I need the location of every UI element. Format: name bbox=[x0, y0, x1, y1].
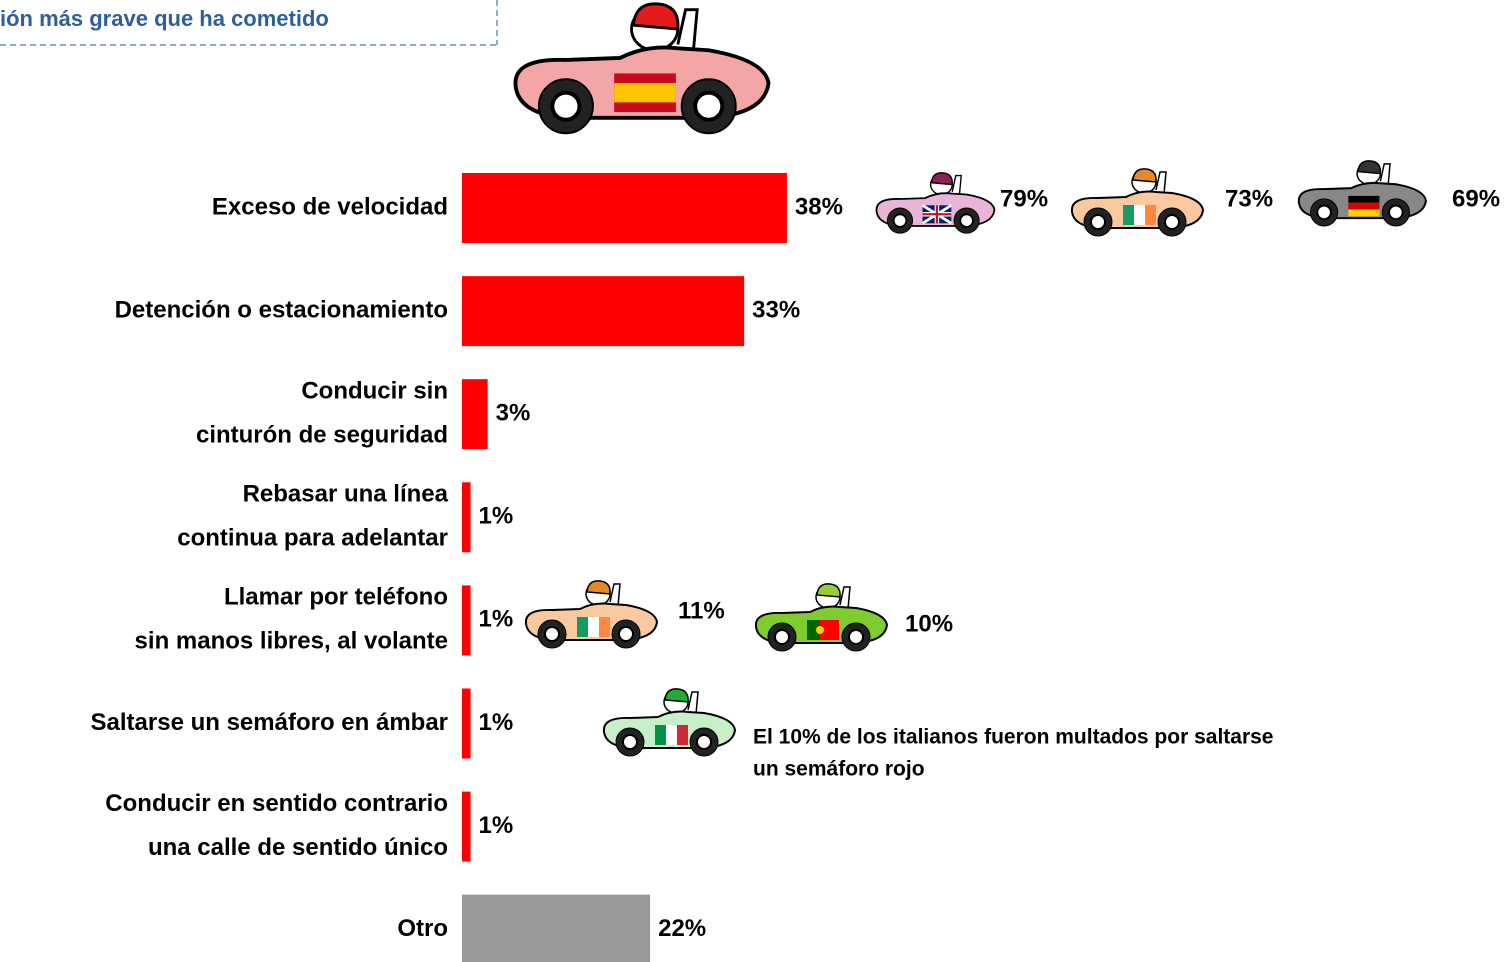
car bbox=[1297, 160, 1427, 227]
y-tick-label: sin manos libres, al volante bbox=[135, 628, 448, 655]
helmet bbox=[631, 2, 680, 31]
title-frame bbox=[0, 0, 498, 46]
chart-title: ión más grave que ha cometido bbox=[0, 6, 329, 31]
helmet bbox=[1357, 160, 1382, 175]
comparison-label: 11% bbox=[678, 597, 725, 624]
helmet bbox=[586, 580, 611, 595]
annotation: un semáforo rojo bbox=[753, 758, 925, 781]
hub bbox=[959, 213, 974, 228]
hub bbox=[618, 626, 634, 642]
hub bbox=[693, 90, 725, 122]
hub bbox=[848, 629, 864, 645]
y-tick-label: una calle de sentido único bbox=[148, 834, 448, 861]
value-label: 1% bbox=[479, 709, 514, 736]
car bbox=[602, 688, 737, 757]
flag bbox=[816, 626, 824, 634]
comparison-label: 73% bbox=[1225, 185, 1273, 212]
helmet bbox=[816, 583, 841, 598]
comparison-label: 79% bbox=[1000, 185, 1048, 212]
bar bbox=[462, 379, 488, 450]
flag bbox=[1123, 205, 1134, 225]
y-tick-label: Llamar por teléfono bbox=[224, 584, 448, 611]
car bbox=[1070, 168, 1205, 237]
value-label: 3% bbox=[496, 400, 531, 427]
value-label: 1% bbox=[479, 503, 514, 530]
flag bbox=[577, 617, 588, 637]
car-seat bbox=[687, 691, 699, 715]
comparison-label: 69% bbox=[1452, 185, 1500, 212]
hub bbox=[696, 734, 712, 750]
y-tick-label: continua para adelantar bbox=[177, 525, 448, 552]
car-seat bbox=[951, 174, 962, 196]
value-label: 22% bbox=[658, 915, 706, 942]
hub bbox=[1164, 214, 1180, 230]
value-label: 1% bbox=[479, 812, 514, 839]
flag bbox=[1348, 195, 1380, 203]
flag bbox=[599, 617, 610, 637]
bar bbox=[462, 482, 471, 553]
flag bbox=[588, 617, 599, 637]
flag bbox=[1348, 202, 1380, 210]
y-tick-label: Exceso de velocidad bbox=[212, 193, 448, 220]
flag bbox=[922, 205, 952, 224]
flag bbox=[1134, 205, 1145, 225]
y-tick-label: Detención o estacionamiento bbox=[115, 296, 448, 323]
y-tick-label: Saltarse un semáforo en ámbar bbox=[91, 709, 448, 736]
car bbox=[524, 580, 659, 649]
bar bbox=[462, 173, 787, 243]
hub bbox=[1388, 204, 1404, 221]
annotation: El 10% de los italianos fueron multados … bbox=[753, 726, 1273, 749]
flag bbox=[666, 725, 677, 745]
car-seat bbox=[1155, 171, 1167, 195]
flag bbox=[807, 620, 820, 640]
flag bbox=[655, 725, 666, 745]
car bbox=[513, 2, 771, 135]
car-seat bbox=[839, 586, 851, 610]
bar bbox=[462, 894, 651, 962]
helmet bbox=[1132, 168, 1157, 183]
value-label: 1% bbox=[479, 606, 514, 633]
value-label: 38% bbox=[795, 193, 843, 220]
flag bbox=[820, 620, 839, 640]
helmet bbox=[930, 172, 953, 186]
y-tick-label: Conducir en sentido contrario bbox=[105, 790, 448, 817]
flag bbox=[1348, 209, 1380, 217]
hub bbox=[622, 734, 638, 750]
bar bbox=[462, 688, 471, 759]
value-label: 33% bbox=[752, 296, 800, 323]
y-tick-label: Rebasar una línea bbox=[243, 481, 449, 508]
hub bbox=[1090, 214, 1106, 230]
car-seat bbox=[609, 583, 621, 607]
bar bbox=[462, 276, 745, 347]
hub bbox=[774, 629, 790, 645]
hub bbox=[892, 213, 908, 228]
y-tick-label: Otro bbox=[397, 915, 448, 942]
bar bbox=[462, 791, 471, 862]
flag bbox=[1145, 205, 1156, 225]
car bbox=[875, 172, 996, 234]
bar bbox=[462, 585, 471, 656]
comparison-label: 10% bbox=[905, 610, 953, 637]
helmet bbox=[664, 688, 689, 703]
car-seat bbox=[1379, 163, 1391, 186]
hub bbox=[544, 626, 560, 642]
flag bbox=[677, 725, 688, 745]
car bbox=[754, 583, 889, 652]
hub bbox=[1316, 204, 1332, 221]
y-tick-label: cinturón de seguridad bbox=[196, 422, 448, 449]
flag bbox=[614, 83, 676, 103]
hub bbox=[550, 90, 582, 122]
y-tick-label: Conducir sin bbox=[301, 378, 448, 405]
car-seat bbox=[676, 8, 699, 53]
